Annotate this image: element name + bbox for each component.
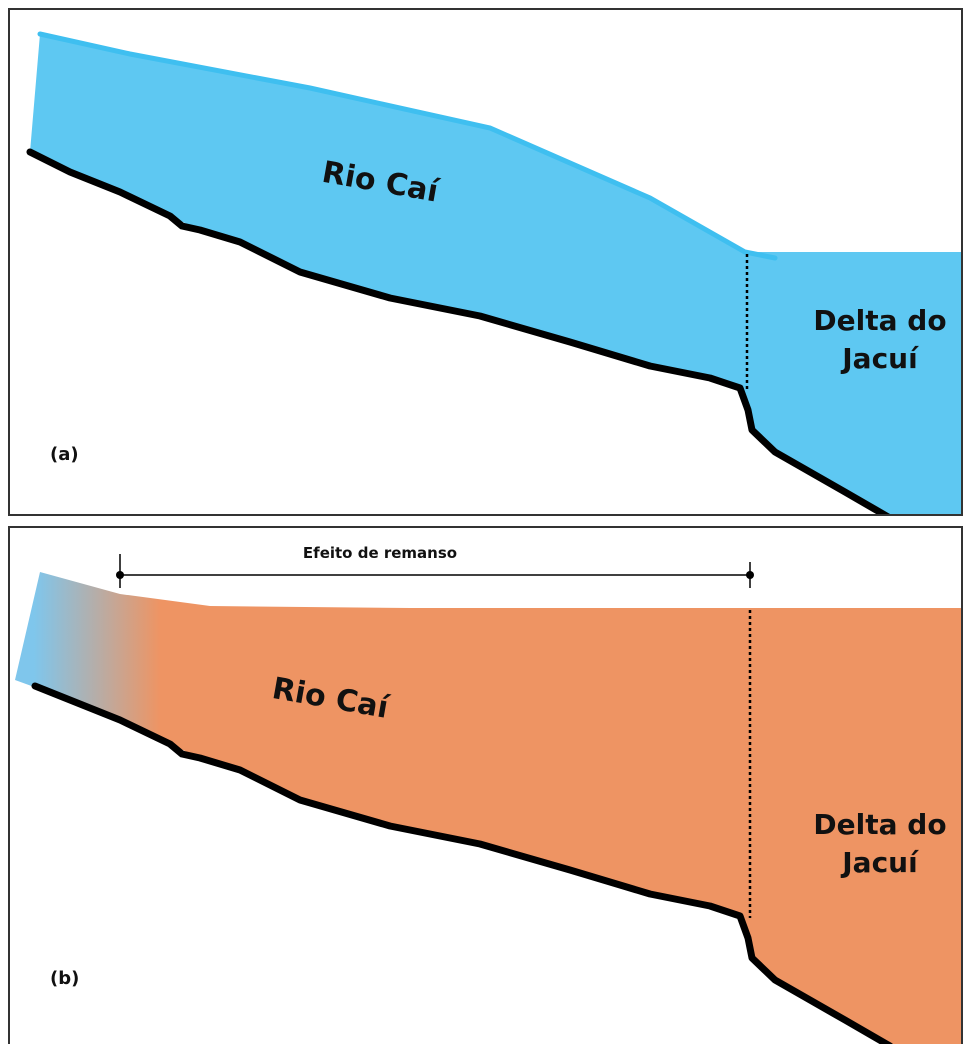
- river-bed-a: [26, 148, 891, 514]
- panel-a-diagram: Rio Caí Delta do Jacuí (a): [26, 31, 961, 514]
- rio-cai-water-b: [15, 572, 961, 1044]
- panel-b-tag: (b): [50, 968, 79, 989]
- delta-label-a-line2: Jacuí: [840, 342, 919, 375]
- backwater-endpoint-right: [746, 571, 754, 579]
- delta-label-b-line1: Delta do: [813, 808, 946, 841]
- panel-b-backwater: Efeito de remanso Rio Caí Delta do Jacuí…: [8, 526, 963, 1044]
- backwater-endpoint-left: [116, 571, 124, 579]
- rio-cai-water-a: [30, 34, 961, 514]
- backwater-label: Efeito de remanso: [303, 544, 457, 562]
- panel-a-tag: (a): [50, 444, 79, 465]
- delta-label-a-line1: Delta do: [813, 304, 946, 337]
- delta-label-b-line2: Jacuí: [840, 846, 919, 879]
- river-bed-b: [31, 682, 893, 1044]
- water-surface-a: [37, 31, 778, 261]
- panel-a-normal-flow: Rio Caí Delta do Jacuí (a): [8, 8, 963, 516]
- panel-b-diagram: Efeito de remanso Rio Caí Delta do Jacuí…: [15, 544, 961, 1044]
